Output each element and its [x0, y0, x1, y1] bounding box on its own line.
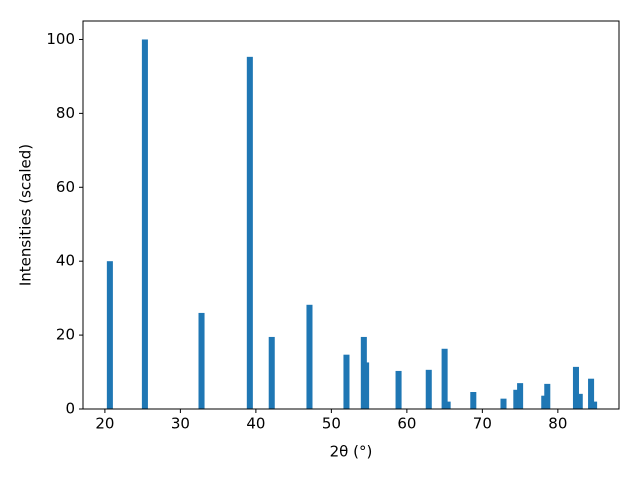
bar: [141, 39, 148, 409]
y-tick-label: 80: [56, 104, 75, 122]
bar: [513, 389, 520, 409]
x-tick-label: 20: [95, 415, 114, 433]
bar: [106, 261, 113, 409]
y-tick-label: 20: [56, 326, 75, 344]
x-axis-label: 2θ (°): [330, 443, 373, 461]
bar: [441, 348, 448, 409]
bar: [572, 366, 579, 409]
x-tick-label: 30: [171, 415, 190, 433]
plot-frame: [82, 20, 620, 410]
bar: [246, 56, 253, 409]
bar: [268, 336, 275, 409]
x-tick-label: 70: [473, 415, 492, 433]
bar: [517, 383, 524, 409]
y-axis-label: Intensities (scaled): [17, 144, 35, 286]
bar: [425, 369, 432, 409]
bar: [544, 383, 551, 409]
bar: [444, 401, 451, 409]
bar: [588, 378, 595, 409]
bar: [395, 370, 402, 409]
bar: [470, 392, 477, 409]
y-tick-label: 60: [56, 178, 75, 196]
x-tick-label: 60: [397, 415, 416, 433]
x-tick-label: 40: [246, 415, 265, 433]
y-tick-label: 40: [56, 252, 75, 270]
bar: [343, 354, 350, 409]
y-tick-label: 0: [65, 400, 75, 418]
bar: [363, 362, 370, 409]
bar: [591, 401, 598, 409]
x-tick-label: 50: [322, 415, 341, 433]
y-tick-label: 100: [46, 30, 75, 48]
x-tick-label: 80: [548, 415, 567, 433]
bar: [576, 393, 583, 409]
bar: [198, 312, 205, 409]
bar: [500, 398, 507, 409]
bar: [306, 304, 313, 409]
